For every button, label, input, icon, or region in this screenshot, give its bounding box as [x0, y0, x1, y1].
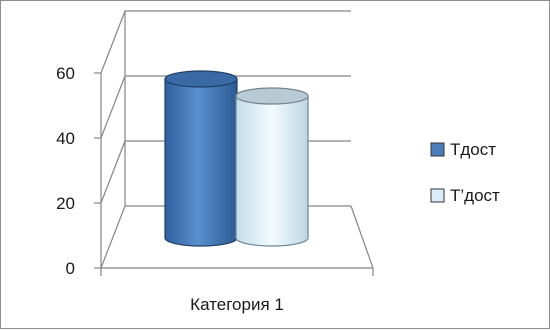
cylinder-top [235, 87, 309, 105]
legend-swatch [430, 142, 445, 157]
gridline [100, 10, 351, 74]
bar-series-1 [164, 70, 238, 247]
cylinder-body [164, 78, 238, 247]
chart-labels: 0 20 40 60 Категория 1 [56, 64, 284, 314]
chart-axes [94, 10, 374, 276]
cylinder-top [164, 70, 238, 88]
chart-bars [164, 70, 309, 247]
cylinder-body [235, 95, 309, 247]
x-category-label: Категория 1 [190, 295, 284, 314]
y-tick-label: 20 [56, 194, 75, 213]
floor-right-edge [350, 205, 374, 269]
y-tick-label: 0 [66, 259, 75, 278]
bar-series-2 [235, 87, 309, 247]
y-tick-label: 60 [56, 64, 75, 83]
legend-label: T’дост [450, 186, 500, 205]
legend-swatch [430, 188, 445, 203]
y-tick-label: 40 [56, 129, 75, 148]
legend-label: Tдост [450, 140, 496, 159]
chart-legend: Tдост T’дост [430, 140, 500, 205]
